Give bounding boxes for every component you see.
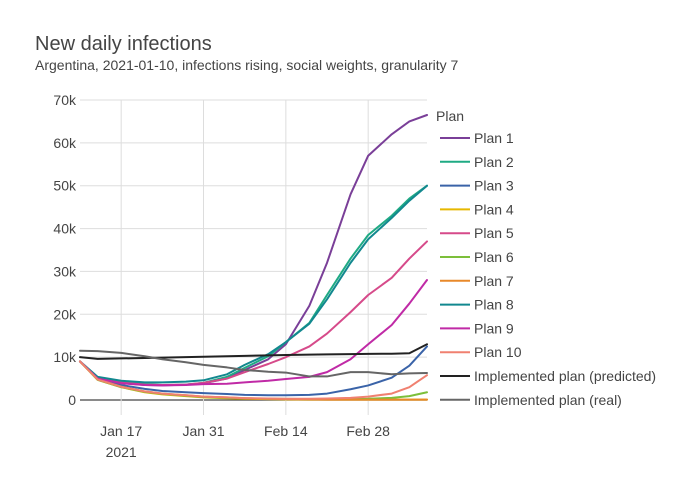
legend-item-5[interactable]: Plan 5 <box>440 225 514 241</box>
chart-title: New daily infections <box>35 33 212 55</box>
y-tick-label: 10k <box>53 349 77 365</box>
legend-item-9[interactable]: Plan 9 <box>440 320 514 336</box>
series-line-11 <box>79 343 428 360</box>
legend-item-11[interactable]: Implemented plan (predicted) <box>440 368 656 384</box>
legend-item-10[interactable]: Plan 10 <box>440 344 522 360</box>
series-line-8 <box>79 184 428 384</box>
series-lines <box>79 114 428 401</box>
legend-label: Plan 3 <box>474 178 514 194</box>
series-line-3 <box>79 345 428 397</box>
x-axis-ticks: Jan 17 2021 Jan 31 Feb 14 Feb 28 <box>100 423 390 460</box>
legend-item-8[interactable]: Plan 8 <box>440 297 514 313</box>
x-tick-label: Jan 31 <box>182 423 224 439</box>
y-axis-ticks: 0 10k 20k 30k 40k 50k 60k 70k <box>53 92 77 408</box>
legend-label: Plan 5 <box>474 225 514 241</box>
y-tick-label: 50k <box>53 178 77 194</box>
series-line-9 <box>79 279 428 387</box>
legend-label: Plan 10 <box>474 344 522 360</box>
legend-item-2[interactable]: Plan 2 <box>440 154 514 170</box>
y-tick-label: 20k <box>53 306 77 322</box>
legend-item-4[interactable]: Plan 4 <box>440 201 514 217</box>
chart-subtitle: Argentina, 2021-01-10, infections rising… <box>35 57 459 73</box>
legend-label: Implemented plan (real) <box>474 392 622 408</box>
x-tick-label: Feb 28 <box>346 423 390 439</box>
legend-item-6[interactable]: Plan 6 <box>440 249 514 265</box>
series-line-7 <box>79 360 428 401</box>
legend-item-12[interactable]: Implemented plan (real) <box>440 392 622 408</box>
legend-item-3[interactable]: Plan 3 <box>440 178 514 194</box>
legend-title: Plan <box>436 108 464 124</box>
y-tick-label: 60k <box>53 135 77 151</box>
y-tick-label: 0 <box>68 392 76 408</box>
series-line-6 <box>79 360 428 401</box>
legend-label: Plan 8 <box>474 297 514 313</box>
grid <box>80 99 427 415</box>
legend-label: Plan 9 <box>474 320 514 336</box>
legend-label: Plan 7 <box>474 273 514 289</box>
legend-label: Implemented plan (predicted) <box>474 368 656 384</box>
legend-label: Plan 2 <box>474 154 514 170</box>
legend[interactable]: Plan Plan 1 Plan 2 Plan 3 Plan 4 Plan 5 Plan … <box>436 108 656 408</box>
x-tick-label: Jan 17 <box>100 423 142 439</box>
legend-label: Plan 1 <box>474 130 514 146</box>
x-tick-year-label: 2021 <box>106 444 137 460</box>
legend-item-7[interactable]: Plan 7 <box>440 273 514 289</box>
legend-label: Plan 6 <box>474 249 514 265</box>
y-tick-label: 70k <box>53 92 77 108</box>
y-tick-label: 40k <box>53 221 77 237</box>
x-tick-label: Feb 14 <box>264 423 308 439</box>
series-line-12 <box>79 349 428 378</box>
legend-item-1[interactable]: Plan 1 <box>440 130 514 146</box>
y-tick-label: 30k <box>53 263 77 279</box>
series-line-10 <box>79 360 428 400</box>
legend-label: Plan 4 <box>474 201 514 217</box>
series-line-4 <box>79 360 428 401</box>
series-line-1 <box>79 114 428 387</box>
